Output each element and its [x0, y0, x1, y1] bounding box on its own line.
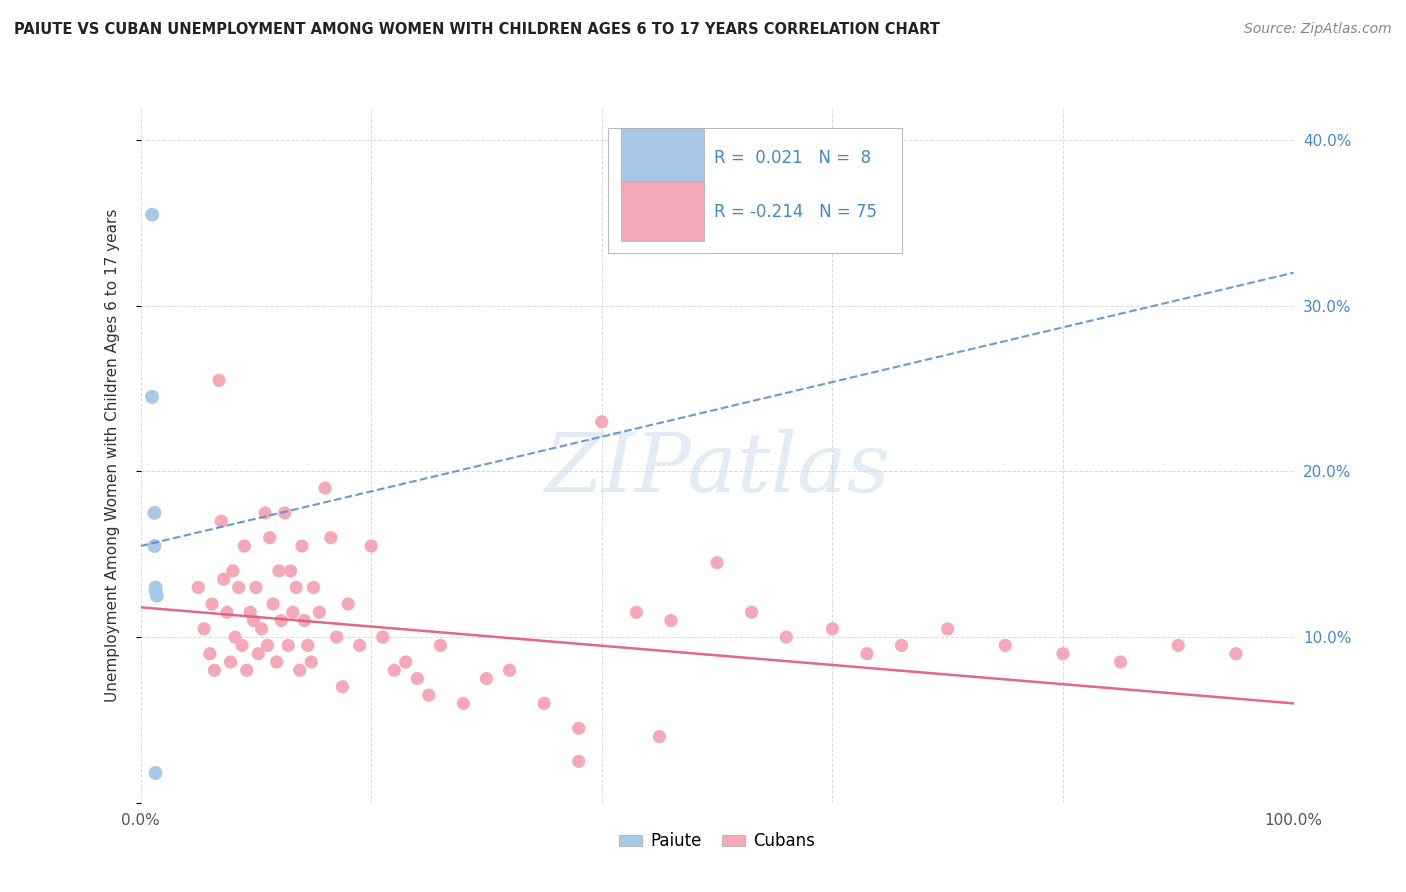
Text: Source: ZipAtlas.com: Source: ZipAtlas.com	[1244, 22, 1392, 37]
Point	[395, 655, 418, 669]
Point	[143, 506, 166, 520]
Point	[856, 647, 879, 661]
Point	[292, 614, 315, 628]
Text: ZIPatlas: ZIPatlas	[544, 429, 890, 508]
Point	[659, 614, 682, 628]
Point	[217, 605, 239, 619]
Point	[242, 614, 264, 628]
Point	[371, 630, 394, 644]
Point	[349, 639, 371, 653]
Point	[247, 647, 270, 661]
Point	[325, 630, 347, 644]
Point	[145, 766, 167, 780]
Point	[262, 597, 284, 611]
Point	[141, 208, 163, 222]
Legend: Paiute, Cubans: Paiute, Cubans	[612, 826, 823, 857]
Point	[201, 597, 224, 611]
FancyBboxPatch shape	[621, 181, 704, 241]
Point	[332, 680, 354, 694]
Point	[533, 697, 555, 711]
Point	[259, 531, 281, 545]
Point	[297, 639, 319, 653]
Point	[288, 663, 311, 677]
Point	[145, 581, 167, 595]
Point	[209, 514, 232, 528]
Point	[274, 506, 297, 520]
Point	[198, 647, 221, 661]
Point	[994, 639, 1017, 653]
Point	[219, 655, 242, 669]
Point	[775, 630, 797, 644]
Point	[890, 639, 912, 653]
Point	[245, 581, 267, 595]
Point	[1225, 647, 1247, 661]
Text: PAIUTE VS CUBAN UNEMPLOYMENT AMONG WOMEN WITH CHILDREN AGES 6 TO 17 YEARS CORREL: PAIUTE VS CUBAN UNEMPLOYMENT AMONG WOMEN…	[14, 22, 941, 37]
Text: R =  0.021   N =  8: R = 0.021 N = 8	[714, 149, 870, 168]
Point	[202, 663, 225, 677]
Point	[360, 539, 382, 553]
Point	[568, 721, 591, 735]
Point	[187, 581, 209, 595]
Point	[267, 564, 290, 578]
Point	[270, 614, 292, 628]
Point	[277, 639, 299, 653]
Point	[228, 581, 250, 595]
Point	[706, 556, 728, 570]
Point	[143, 539, 166, 553]
Point	[382, 663, 405, 677]
Point	[231, 639, 253, 653]
Point	[626, 605, 648, 619]
Point	[429, 639, 451, 653]
Point	[406, 672, 429, 686]
Point	[212, 572, 235, 586]
Point	[235, 663, 257, 677]
Point	[254, 506, 277, 520]
Point	[1109, 655, 1132, 669]
Point	[256, 639, 278, 653]
Point	[145, 583, 167, 598]
Point	[250, 622, 273, 636]
Point	[281, 605, 304, 619]
Point	[302, 581, 325, 595]
Point	[936, 622, 959, 636]
Point	[337, 597, 360, 611]
Point	[821, 622, 844, 636]
Point	[193, 622, 215, 636]
Y-axis label: Unemployment Among Women with Children Ages 6 to 17 years: Unemployment Among Women with Children A…	[105, 208, 120, 702]
Point	[314, 481, 336, 495]
FancyBboxPatch shape	[607, 128, 901, 253]
Point	[224, 630, 246, 644]
Text: R = -0.214   N = 75: R = -0.214 N = 75	[714, 203, 876, 221]
Point	[418, 688, 440, 702]
Point	[498, 663, 520, 677]
Point	[285, 581, 308, 595]
Point	[208, 373, 231, 387]
Point	[1052, 647, 1074, 661]
FancyBboxPatch shape	[621, 128, 704, 187]
Point	[648, 730, 671, 744]
Point	[141, 390, 163, 404]
Point	[741, 605, 763, 619]
Point	[319, 531, 342, 545]
Point	[1167, 639, 1189, 653]
Point	[591, 415, 613, 429]
Point	[291, 539, 314, 553]
Point	[233, 539, 256, 553]
Point	[299, 655, 322, 669]
Point	[475, 672, 498, 686]
Point	[266, 655, 288, 669]
Point	[222, 564, 245, 578]
Point	[308, 605, 330, 619]
Point	[568, 755, 591, 769]
Point	[280, 564, 302, 578]
Point	[239, 605, 262, 619]
Point	[453, 697, 475, 711]
Point	[145, 589, 167, 603]
